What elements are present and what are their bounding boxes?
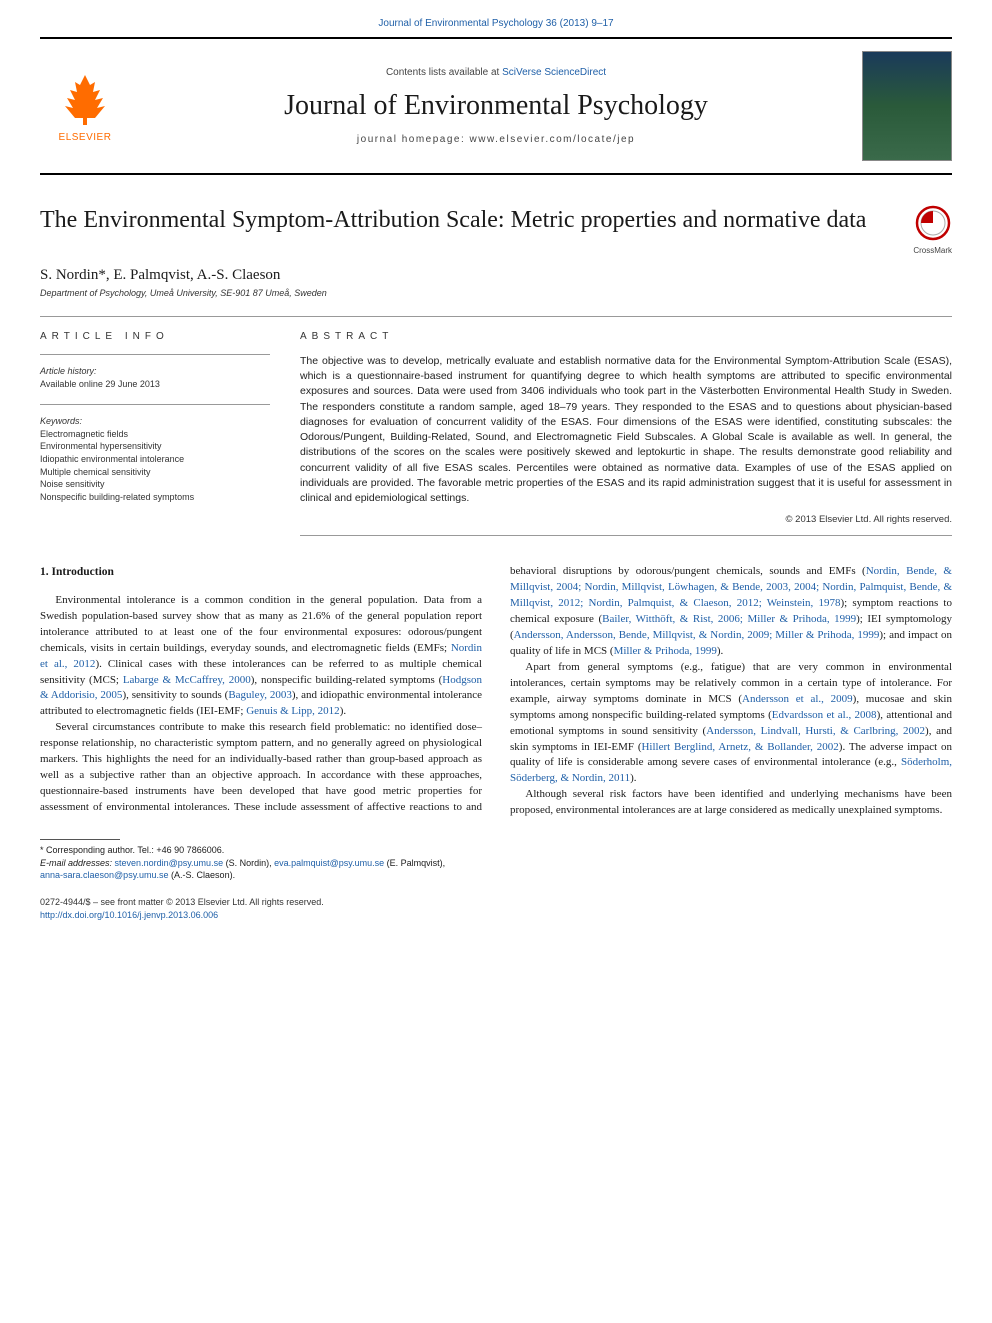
journal-homepage-line: journal homepage: www.elsevier.com/locat… xyxy=(130,134,862,145)
elsevier-tree-icon xyxy=(55,70,115,130)
email-label: E-mail addresses: xyxy=(40,858,112,868)
history-text: Available online 29 June 2013 xyxy=(40,378,270,391)
divider xyxy=(40,354,270,355)
banner-center: Contents lists available at SciVerse Sci… xyxy=(130,67,862,145)
keyword: Idiopathic environmental intolerance xyxy=(40,453,270,466)
affiliation-line: Department of Psychology, Umeå Universit… xyxy=(40,288,952,298)
email-link[interactable]: anna-sara.claeson@psy.umu.se xyxy=(40,870,169,880)
citation-link[interactable]: Baguley, 2003 xyxy=(228,689,292,701)
keyword: Noise sensitivity xyxy=(40,478,270,491)
keyword: Electromagnetic fields xyxy=(40,428,270,441)
body-columns: 1. Introduction Environmental intoleranc… xyxy=(40,564,952,819)
info-abstract-row: ARTICLE INFO Article history: Available … xyxy=(40,316,952,536)
footnote-rule xyxy=(40,839,120,840)
keyword: Environmental hypersensitivity xyxy=(40,440,270,453)
running-head-link[interactable]: Journal of Environmental Psychology 36 (… xyxy=(378,18,613,29)
homepage-prefix: journal homepage: xyxy=(357,134,470,145)
text-run: Several circumstances contribute to make… xyxy=(40,721,482,781)
article-history-block: Article history: Available online 29 Jun… xyxy=(40,365,270,390)
crossmark-label: CrossMark xyxy=(913,246,952,255)
authors-line: S. Nordin*, E. Palmqvist, A.-S. Claeson xyxy=(40,267,952,284)
keywords-label: Keywords: xyxy=(40,415,270,428)
text-run: ), nonspecific building-related symptoms… xyxy=(251,674,443,686)
issn-copyright-line: 0272-4944/$ – see front matter © 2013 El… xyxy=(40,896,952,909)
crossmark-icon xyxy=(915,205,951,241)
abstract-column: ABSTRACT The objective was to develop, m… xyxy=(300,316,952,536)
journal-banner: ELSEVIER Contents lists available at Sci… xyxy=(40,37,952,175)
contents-available-line: Contents lists available at SciVerse Sci… xyxy=(130,67,862,78)
homepage-url: www.elsevier.com/locate/jep xyxy=(470,134,636,145)
contents-prefix: Contents lists available at xyxy=(386,67,502,78)
article-title: The Environmental Symptom-Attribution Sc… xyxy=(40,205,893,235)
abstract-label: ABSTRACT xyxy=(300,331,952,342)
crossmark-badge[interactable]: CrossMark xyxy=(913,205,952,255)
publisher-logo-block: ELSEVIER xyxy=(40,70,130,143)
article-info-label: ARTICLE INFO xyxy=(40,331,270,342)
text-run: Environmental intolerance is a common co… xyxy=(40,594,482,654)
citation-link[interactable]: Andersson, Lindvall, Hursti, & Carlbring… xyxy=(706,725,925,737)
abstract-text: The objective was to develop, metrically… xyxy=(300,354,952,506)
citation-link[interactable]: Andersson, Andersson, Bende, Millqvist, … xyxy=(514,629,880,641)
doi-link[interactable]: http://dx.doi.org/10.1016/j.jenvp.2013.0… xyxy=(40,910,218,920)
history-label: Article history: xyxy=(40,365,270,378)
article-info-column: ARTICLE INFO Article history: Available … xyxy=(40,317,270,536)
corresponding-author-note: * Corresponding author. Tel.: +46 90 786… xyxy=(40,844,470,857)
sciencedirect-link[interactable]: SciVerse ScienceDirect xyxy=(502,67,606,78)
elsevier-wordmark: ELSEVIER xyxy=(59,132,112,143)
keyword: Multiple chemical sensitivity xyxy=(40,466,270,479)
section-heading-introduction: 1. Introduction xyxy=(40,564,482,581)
text-run: ). xyxy=(630,772,636,784)
abstract-copyright: © 2013 Elsevier Ltd. All rights reserved… xyxy=(300,514,952,525)
bottom-meta: 0272-4944/$ – see front matter © 2013 El… xyxy=(40,896,952,921)
email-link[interactable]: steven.nordin@psy.umu.se xyxy=(115,858,224,868)
footnotes: * Corresponding author. Tel.: +46 90 786… xyxy=(40,839,470,882)
keywords-block: Keywords: Electromagnetic fields Environ… xyxy=(40,415,270,503)
running-head: Journal of Environmental Psychology 36 (… xyxy=(0,0,992,37)
citation-link[interactable]: Andersson et al., 2009 xyxy=(742,693,853,705)
email-who: (E. Palmqvist), xyxy=(384,858,445,868)
email-who: (A.-S. Claeson). xyxy=(169,870,236,880)
body-paragraph: Apart from general symptoms (e.g., fatig… xyxy=(510,660,952,788)
journal-cover-thumbnail xyxy=(862,51,952,161)
article-header: The Environmental Symptom-Attribution Sc… xyxy=(40,205,952,255)
divider xyxy=(300,535,952,536)
text-run: ). xyxy=(717,645,723,657)
text-run: ). xyxy=(340,705,346,717)
citation-link[interactable]: Miller & Prihoda, 1999 xyxy=(614,645,717,657)
citation-link[interactable]: Genuis & Lipp, 2012 xyxy=(246,705,340,717)
email-addresses-line: E-mail addresses: steven.nordin@psy.umu.… xyxy=(40,857,470,882)
body-paragraph: Although several risk factors have been … xyxy=(510,787,952,819)
divider xyxy=(40,404,270,405)
body-paragraph: Environmental intolerance is a common co… xyxy=(40,593,482,721)
citation-link[interactable]: Labarge & McCaffrey, 2000 xyxy=(123,674,251,686)
keyword: Nonspecific building-related symptoms xyxy=(40,491,270,504)
citation-link[interactable]: Bailer, Witthöft, & Rist, 2006; Miller &… xyxy=(602,613,856,625)
citation-link[interactable]: Hillert Berglind, Arnetz, & Bollander, 2… xyxy=(641,741,838,753)
citation-link[interactable]: Edvardsson et al., 2008 xyxy=(772,709,877,721)
email-who: (S. Nordin), xyxy=(223,858,274,868)
email-link[interactable]: eva.palmquist@psy.umu.se xyxy=(274,858,384,868)
journal-title: Journal of Environmental Psychology xyxy=(130,90,862,122)
text-run: ), sensitivity to sounds ( xyxy=(122,689,228,701)
